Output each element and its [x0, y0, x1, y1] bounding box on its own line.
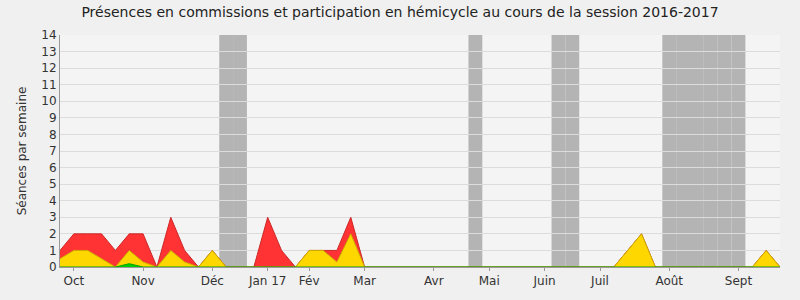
svg-text:Fév: Fév	[299, 274, 320, 288]
svg-text:5: 5	[49, 177, 57, 191]
svg-text:Nov: Nov	[131, 274, 154, 288]
svg-text:8: 8	[49, 128, 57, 142]
svg-text:7: 7	[49, 144, 57, 158]
svg-text:6: 6	[49, 161, 57, 175]
svg-text:Avr: Avr	[424, 274, 444, 288]
svg-text:Présences en commissions et pa: Présences en commissions et participatio…	[81, 4, 718, 20]
svg-text:1: 1	[49, 244, 57, 258]
svg-text:Mai: Mai	[479, 274, 500, 288]
svg-text:Août: Août	[655, 274, 683, 288]
svg-text:9: 9	[49, 111, 57, 125]
svg-text:Jan 17: Jan 17	[248, 274, 287, 288]
svg-text:10: 10	[41, 94, 56, 108]
svg-text:14: 14	[41, 28, 56, 42]
svg-text:4: 4	[49, 194, 57, 208]
svg-text:13: 13	[41, 45, 56, 59]
svg-text:3: 3	[49, 210, 57, 224]
svg-text:Sept: Sept	[725, 274, 753, 288]
svg-text:Déc: Déc	[201, 274, 224, 288]
svg-text:Oct: Oct	[63, 274, 84, 288]
svg-text:Séances par semaine: Séances par semaine	[15, 87, 29, 216]
svg-text:Juil: Juil	[590, 274, 609, 288]
svg-text:12: 12	[41, 61, 56, 75]
svg-text:Juin: Juin	[533, 274, 556, 288]
svg-text:2: 2	[49, 227, 57, 241]
svg-text:Mar: Mar	[353, 274, 376, 288]
svg-text:0: 0	[49, 260, 57, 274]
svg-text:11: 11	[41, 78, 56, 92]
